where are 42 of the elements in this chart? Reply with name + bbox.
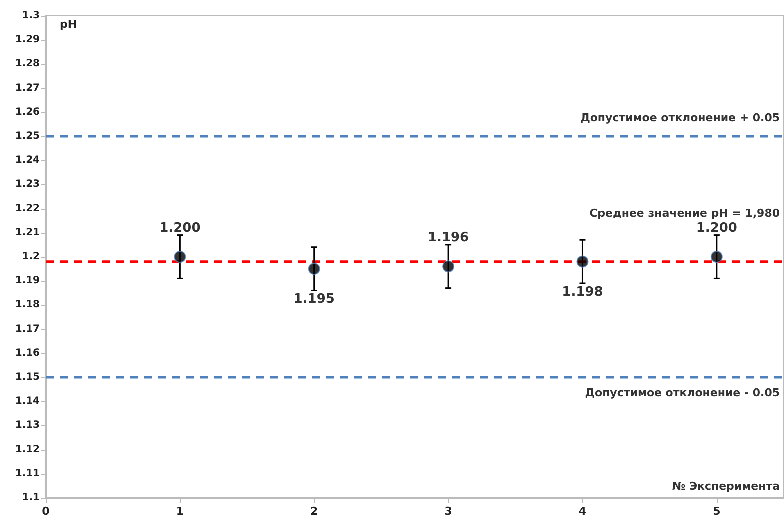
point [442, 260, 455, 273]
x-tick-label: 3 [444, 505, 452, 518]
ref-line-label: Допустимое отклонение + 0.05 [580, 112, 780, 124]
point [576, 256, 589, 268]
data-label: 1.200 [160, 221, 201, 236]
x-tick-label: 5 [713, 505, 721, 518]
y-tick-label: 1.1 [22, 492, 40, 504]
y-tick-label: 1.14 [15, 396, 40, 408]
x-tick-label: 4 [578, 505, 587, 518]
point [710, 251, 723, 263]
y-tick-label: 1.25 [15, 131, 40, 142]
y-tick-label: 1.16 [15, 348, 40, 359]
point [174, 251, 186, 263]
y-tick-label: 1.22 [15, 203, 40, 214]
y-tick-label: 1.29 [15, 34, 40, 46]
y-tick-label: 1.24 [15, 155, 40, 166]
y-tick-label: 1.12 [15, 444, 40, 456]
y-tick-label: 1.23 [15, 179, 40, 190]
y-tick-label: 1.28 [15, 58, 40, 70]
y-tick-label: 1.3 [22, 10, 40, 22]
y-tick-label: 1.21 [15, 227, 40, 238]
ref-line-label: Допустимое отклонение - 0.05 [585, 386, 780, 400]
y-tick-label: 1.18 [15, 300, 40, 311]
y-tick-label: 1.27 [15, 82, 40, 94]
point [308, 263, 320, 276]
y-tick-label: 1.19 [15, 276, 40, 287]
y-tick-label: 1.13 [15, 420, 40, 432]
data-label: 1.195 [294, 292, 335, 308]
x-tick-label: 0 [42, 505, 50, 518]
y-tick-label: 1.26 [15, 106, 40, 118]
y-tick-label: 1.11 [15, 468, 40, 480]
y-tick-label: 1.2 [22, 252, 40, 262]
x-tick-label: 1 [176, 505, 184, 518]
x-tick-label: 2 [310, 505, 318, 518]
x-axis-title: № Эксперимента [672, 480, 780, 493]
y-axis-title: pH [60, 18, 78, 31]
data-label: 1.196 [428, 230, 470, 246]
y-tick-label: 1.17 [15, 324, 40, 335]
data-label: 1.198 [562, 284, 604, 300]
annotation: Среднее значение pH = 1,980 [590, 207, 780, 220]
data-label: 1.200 [696, 221, 738, 236]
y-tick-label: 1.15 [15, 372, 40, 383]
